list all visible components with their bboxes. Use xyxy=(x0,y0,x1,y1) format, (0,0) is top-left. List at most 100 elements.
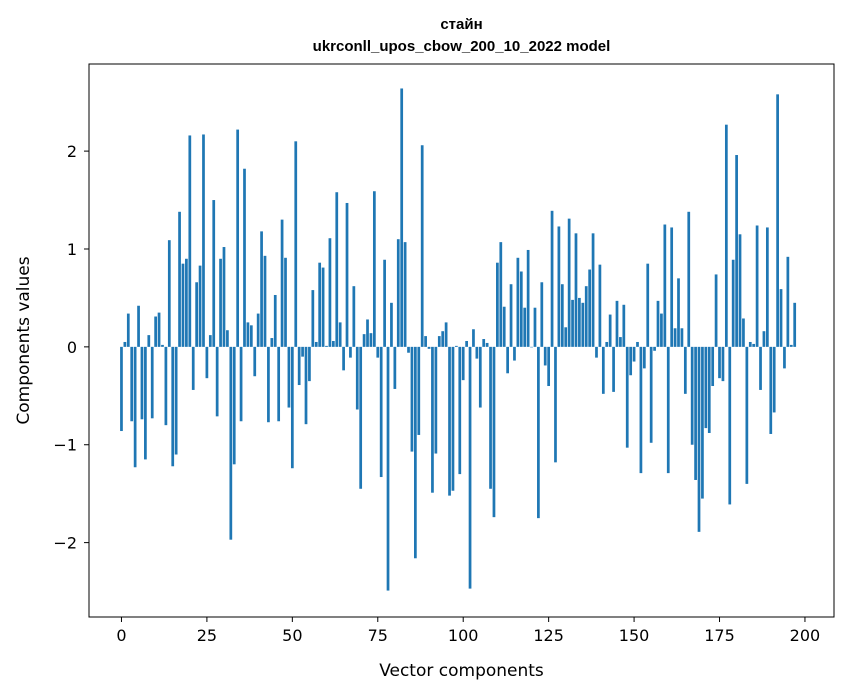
bar xyxy=(680,328,684,347)
bar xyxy=(687,211,691,347)
bar xyxy=(619,337,622,347)
bar xyxy=(205,346,209,379)
bar xyxy=(195,282,199,347)
bar xyxy=(564,327,568,347)
bar xyxy=(646,263,650,347)
bar xyxy=(591,233,595,347)
bar xyxy=(554,346,557,463)
bar xyxy=(701,346,704,499)
bar xyxy=(249,325,253,347)
bar xyxy=(499,242,503,347)
bar xyxy=(629,346,633,376)
bar xyxy=(171,346,175,467)
bar xyxy=(625,346,629,448)
y-tick-label: −2 xyxy=(53,534,77,553)
bar xyxy=(304,346,308,425)
bar xyxy=(164,346,168,426)
bar xyxy=(185,258,188,347)
bar xyxy=(475,346,479,359)
bar xyxy=(393,346,397,389)
bar xyxy=(765,227,769,347)
bar xyxy=(492,346,496,518)
bar xyxy=(263,255,267,347)
bar xyxy=(345,202,349,347)
bar xyxy=(516,257,520,347)
bar xyxy=(653,346,656,351)
bar xyxy=(666,346,670,474)
bar xyxy=(588,269,592,347)
bar xyxy=(137,305,140,347)
x-tick-label: 150 xyxy=(619,626,650,645)
bar xyxy=(359,346,363,489)
bar xyxy=(707,346,711,433)
bar xyxy=(728,346,732,505)
bar xyxy=(608,314,612,347)
bar xyxy=(383,259,386,347)
bar xyxy=(284,257,287,347)
bar xyxy=(683,346,687,394)
bar xyxy=(755,225,759,347)
bar xyxy=(120,346,123,432)
bar xyxy=(321,267,325,347)
bar xyxy=(434,346,438,454)
bar xyxy=(297,346,301,386)
bar xyxy=(612,346,615,392)
bar xyxy=(745,346,749,484)
x-tick-label: 175 xyxy=(704,626,735,645)
bar xyxy=(567,218,571,347)
bar xyxy=(410,346,414,452)
bar xyxy=(789,344,793,347)
bar xyxy=(478,346,482,408)
bar xyxy=(448,346,451,496)
bar xyxy=(130,346,134,422)
bar xyxy=(417,346,421,435)
y-axis-label: Components values xyxy=(14,256,34,424)
bar xyxy=(144,346,147,460)
bar xyxy=(560,284,564,347)
bar xyxy=(376,346,380,358)
bar xyxy=(571,299,574,347)
bar xyxy=(243,168,246,347)
bar xyxy=(762,331,766,347)
bars-group xyxy=(120,88,797,591)
bar xyxy=(595,346,598,358)
bar xyxy=(769,346,773,434)
bar xyxy=(140,346,144,420)
bar xyxy=(513,346,516,361)
x-tick-label: 75 xyxy=(368,626,388,645)
bar xyxy=(198,265,202,347)
bar xyxy=(489,346,492,489)
bar xyxy=(294,141,298,347)
bar xyxy=(256,313,260,347)
bar xyxy=(711,346,715,387)
bar xyxy=(482,339,486,347)
bar xyxy=(496,262,499,347)
bar xyxy=(533,307,537,347)
bar xyxy=(738,234,742,347)
bar xyxy=(574,233,578,347)
bar xyxy=(191,346,195,390)
bar xyxy=(150,346,154,419)
bar xyxy=(506,346,509,374)
bar xyxy=(287,346,291,408)
bar xyxy=(663,224,667,347)
bar xyxy=(362,334,366,347)
bar xyxy=(714,274,718,347)
bar xyxy=(461,346,465,381)
bar xyxy=(677,278,680,347)
bar xyxy=(458,346,462,475)
bar xyxy=(660,313,663,347)
bar xyxy=(444,322,448,347)
bar xyxy=(215,346,219,417)
bar xyxy=(759,346,762,390)
bar xyxy=(335,192,339,347)
bar xyxy=(526,249,530,347)
plot-frame xyxy=(88,63,835,618)
bar xyxy=(290,346,294,469)
bar xyxy=(786,256,790,347)
bar xyxy=(735,155,738,347)
bar xyxy=(420,145,424,347)
bar xyxy=(779,289,783,347)
bar xyxy=(133,346,137,468)
